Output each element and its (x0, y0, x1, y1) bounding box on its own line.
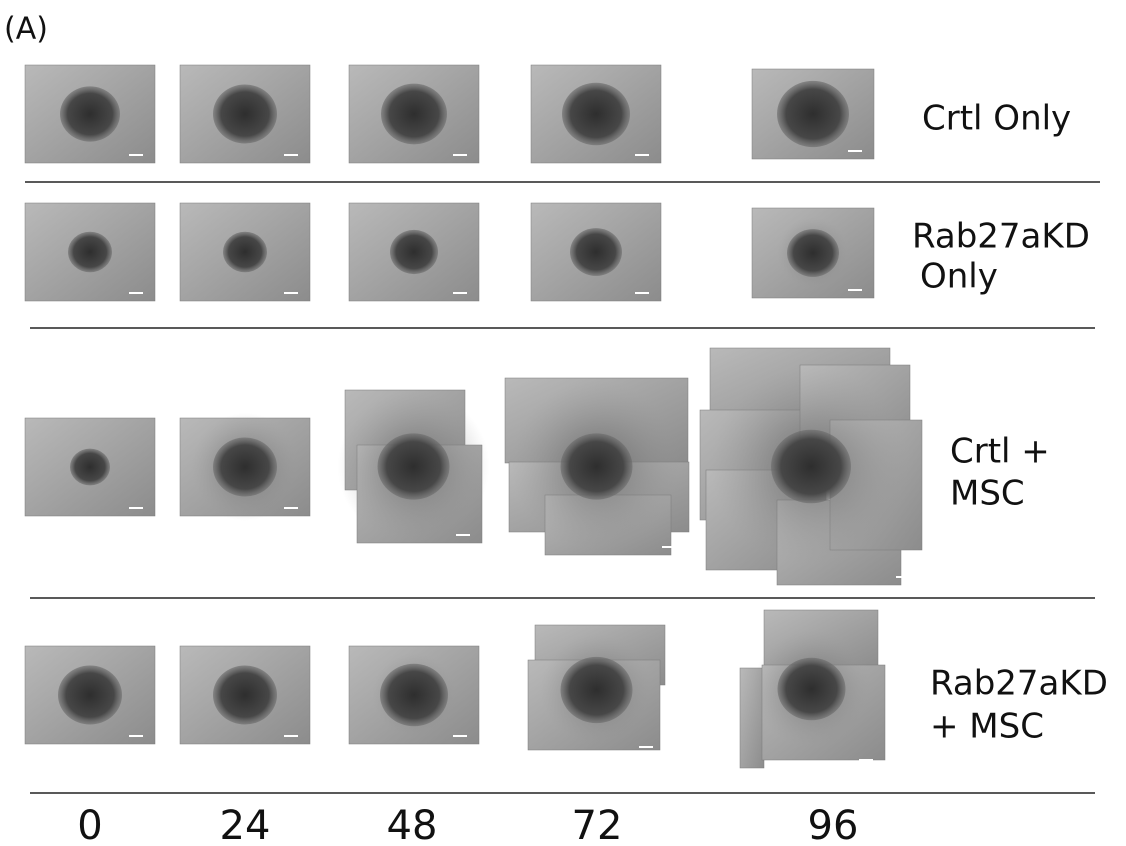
spheroid (390, 230, 438, 274)
row-label: Rab27aKD (912, 217, 1090, 257)
spheroid (68, 232, 112, 272)
spheroid (60, 86, 120, 141)
micrograph (180, 65, 310, 163)
figure: (A) Crtl OnlyRab27aKDOnlyCrtl +MSCRab27a… (0, 0, 1126, 846)
time-label: 48 (387, 803, 438, 846)
time-label: 0 (77, 803, 102, 846)
micrograph (700, 348, 922, 585)
micrograph (25, 418, 155, 516)
micrograph (349, 646, 479, 744)
micrograph (528, 625, 665, 750)
micrograph (180, 203, 310, 301)
micrograph (25, 646, 155, 744)
micrograph (752, 69, 874, 159)
spheroid (223, 232, 267, 272)
micrograph (180, 646, 310, 744)
spheroid (381, 84, 447, 145)
row-label: Crtl + (950, 432, 1050, 472)
spheroid (570, 228, 622, 276)
spheroid (58, 666, 122, 725)
spheroid (380, 664, 448, 727)
time-label: 24 (220, 803, 271, 846)
spheroid (787, 229, 839, 277)
micrograph (531, 65, 661, 163)
time-label: 96 (808, 803, 859, 846)
spheroid (213, 666, 277, 725)
spheroid (213, 85, 277, 144)
time-label: 72 (572, 803, 623, 846)
row-label: Rab27aKD (930, 664, 1108, 704)
micrograph (25, 65, 155, 163)
spheroid (771, 430, 851, 504)
spheroid (561, 433, 633, 499)
spheroid (562, 83, 630, 146)
spheroid (561, 657, 633, 723)
spheroid (70, 449, 110, 486)
micrograph (531, 203, 661, 301)
row-label: MSC (950, 474, 1025, 514)
micrograph (180, 413, 310, 521)
panel-label: (A) (4, 12, 48, 47)
micrograph (505, 378, 689, 555)
micrograph (25, 203, 155, 301)
row-label: + MSC (930, 707, 1044, 747)
micrographs (25, 65, 922, 768)
micrograph (349, 203, 479, 301)
micrograph (740, 610, 885, 768)
micrograph (338, 390, 490, 543)
spheroid (213, 438, 277, 497)
row-label: Only (920, 257, 998, 297)
micrograph (349, 65, 479, 163)
micrograph (752, 208, 874, 298)
spheroid (378, 433, 450, 499)
row-label: Crtl Only (922, 99, 1071, 139)
spheroid (777, 81, 849, 147)
spheroid (778, 658, 846, 721)
